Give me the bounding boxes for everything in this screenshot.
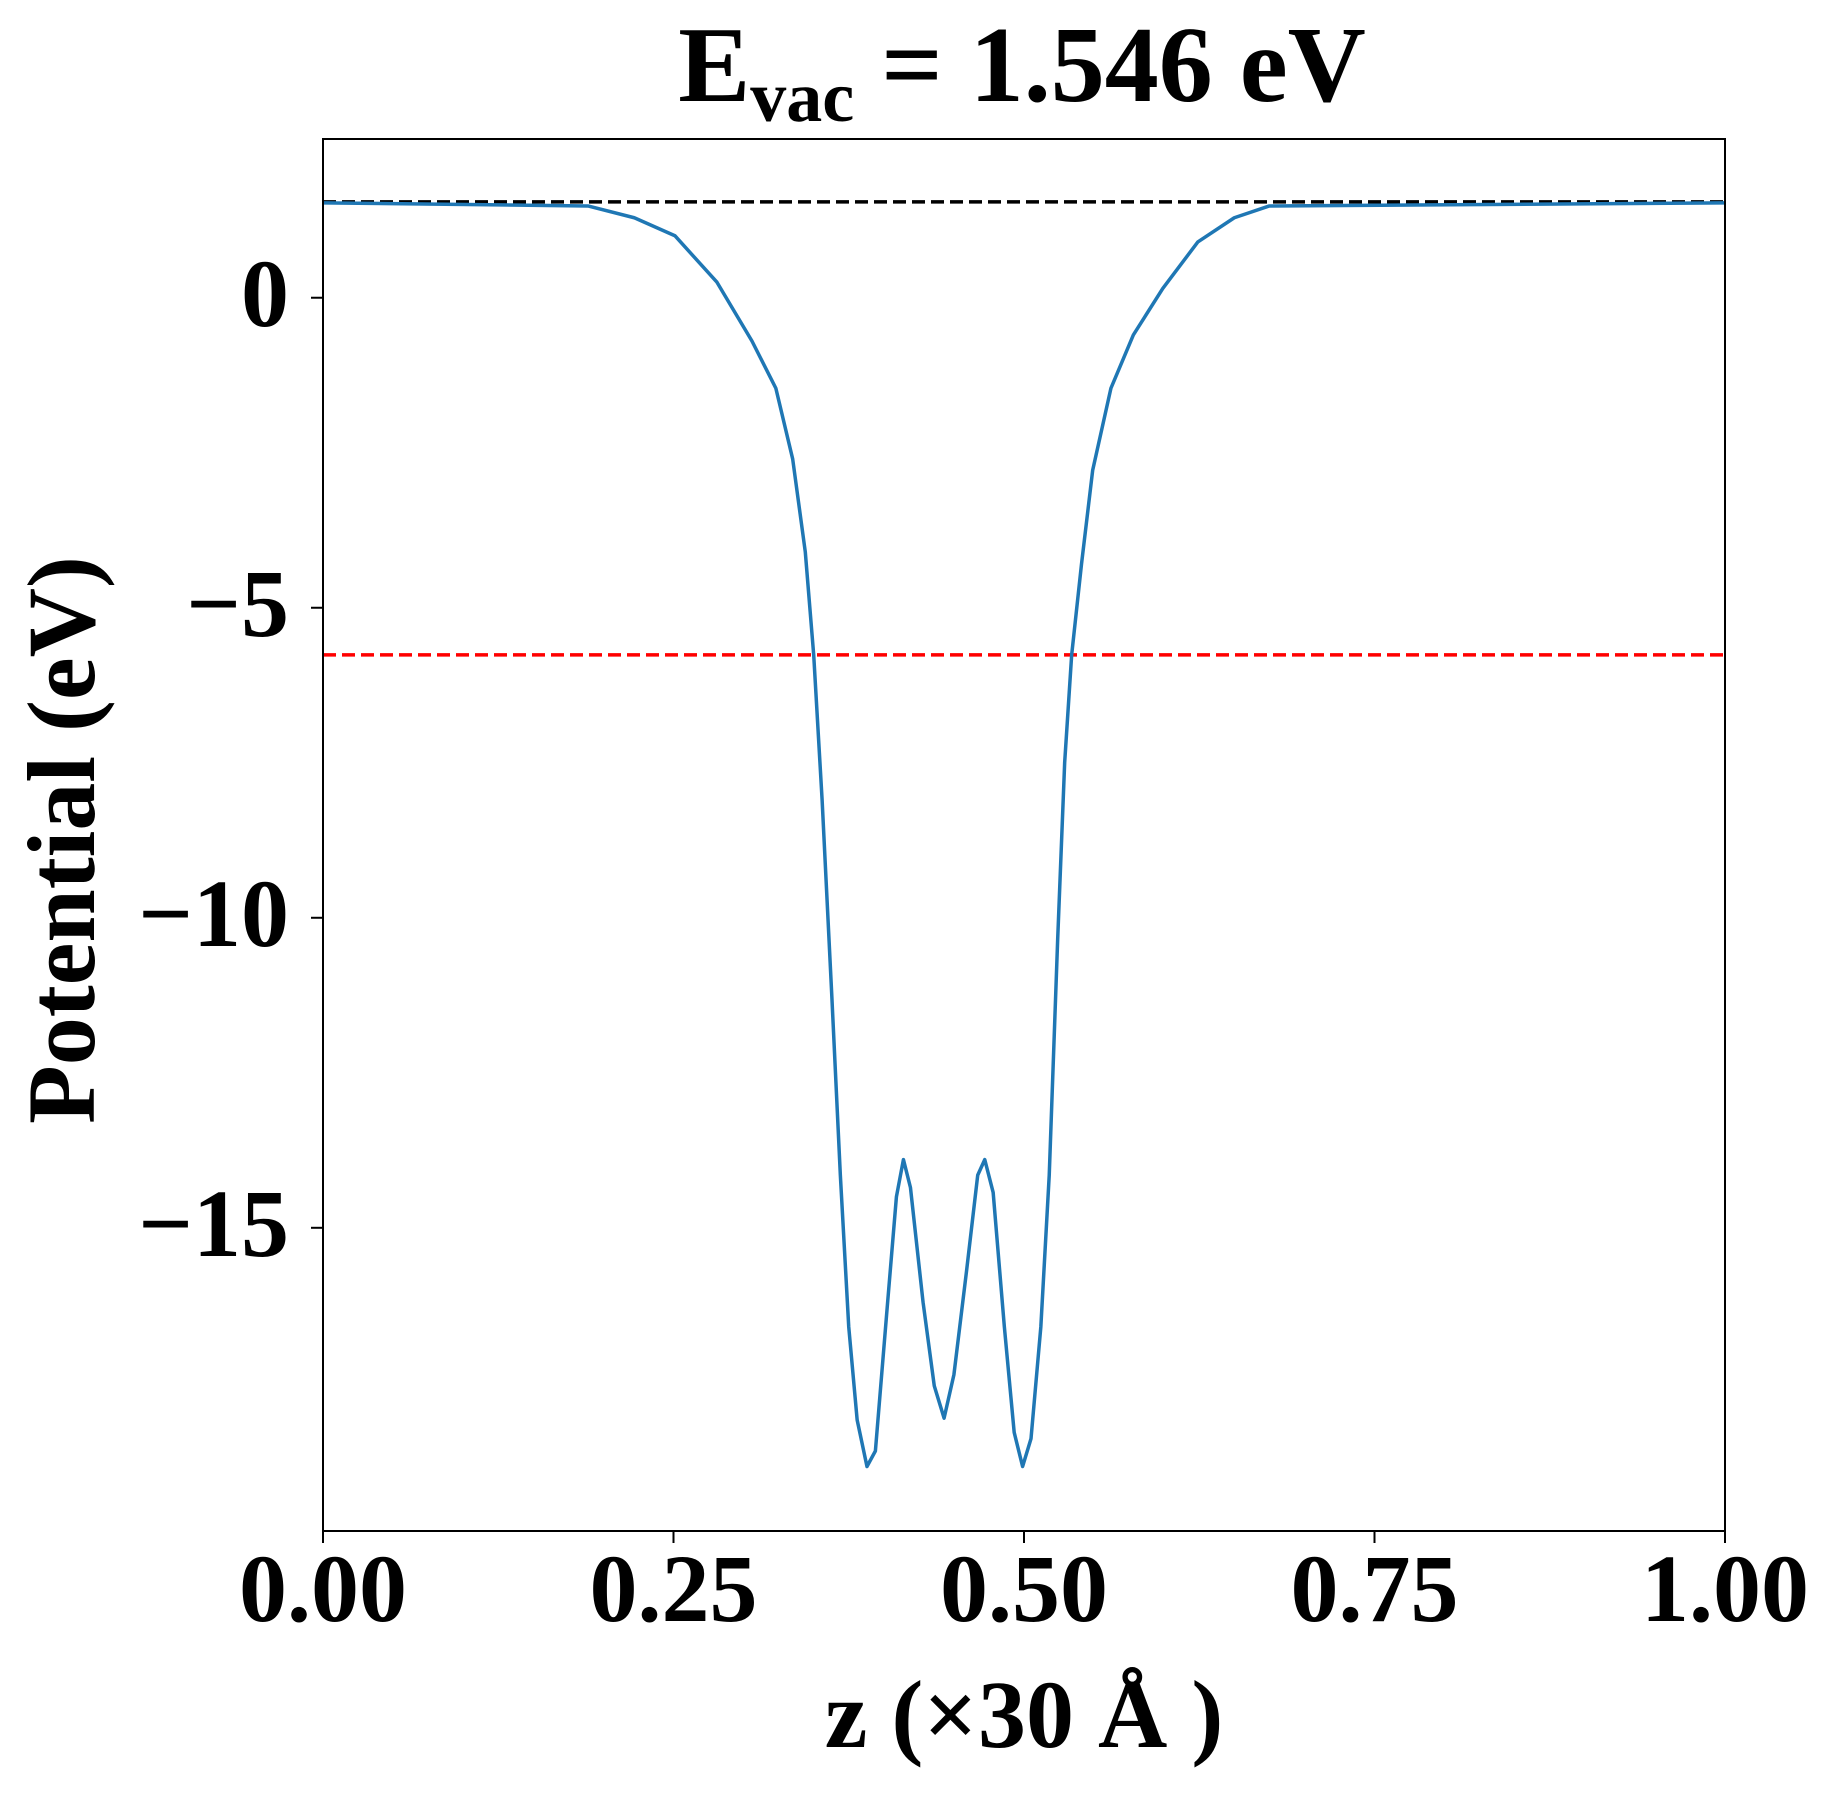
y-axis-label: Potential (eV) xyxy=(8,556,115,1124)
title-rest: = 1.546 eV xyxy=(854,6,1365,125)
x-tick-label: 0.75 xyxy=(1291,1535,1459,1642)
title-main: E xyxy=(678,6,750,125)
x-tick-label: 1.00 xyxy=(1641,1535,1809,1642)
x-tick-label: 0.50 xyxy=(940,1535,1108,1642)
x-axis-label: z (×30 Å ) xyxy=(825,1661,1224,1768)
plot-frame xyxy=(322,138,1726,1532)
y-tick-label: −15 xyxy=(138,1170,289,1277)
y-tick-label: −5 xyxy=(186,550,289,657)
x-tick-label: 0.25 xyxy=(590,1535,758,1642)
y-tick-label: −10 xyxy=(138,860,289,967)
y-tick-label: 0 xyxy=(241,240,289,347)
title-sub: vac xyxy=(750,57,854,137)
x-tick-label: 0.00 xyxy=(239,1535,407,1642)
data-line xyxy=(322,201,1726,1469)
chart-title: Evac = 1.546 eV xyxy=(678,6,1366,137)
